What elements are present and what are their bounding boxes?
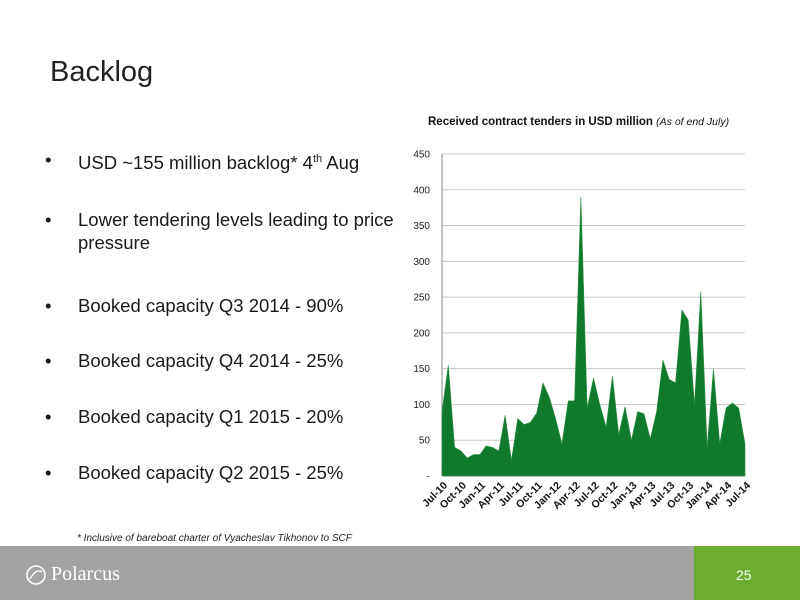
bullet-tendering: Lower tendering levels leading to price …	[45, 208, 395, 254]
bullet-backlog: USD ~155 million backlog* 4th Aug	[45, 148, 395, 174]
y-tick-label: 250	[413, 293, 430, 304]
chart-title-note: (As of end July)	[656, 116, 730, 128]
bullet-text: Booked capacity Q4 2014 - 25%	[78, 350, 344, 372]
y-tick-label: 450	[413, 150, 430, 161]
polarcus-logo: Polarcus	[25, 563, 120, 586]
bullet-q2-2015: Booked capacity Q2 2015 - 25%	[45, 461, 395, 484]
tenders-area-chart: -50100150200250300350400450Jul-10Oct-10J…	[413, 150, 753, 512]
bullet-q4-2014: Booked capacity Q4 2014 - 25%	[45, 349, 395, 372]
y-tick-label: 350	[413, 221, 430, 232]
polarcus-logo-icon	[26, 564, 46, 585]
bullet-q1-2015: Booked capacity Q1 2015 - 20%	[45, 405, 395, 428]
bullet-text: Booked capacity Q3 2014 - 90%	[78, 295, 344, 317]
logo-text: Polarcus	[51, 563, 120, 585]
footer-bar	[0, 546, 800, 600]
chart-title: Received contract tenders in USD million…	[428, 116, 729, 128]
y-tick-label: 50	[419, 436, 431, 447]
bullet-text-tail: Aug	[322, 152, 360, 174]
slide-title: Backlog	[50, 56, 154, 88]
bullet-text: Booked capacity Q1 2015 - 20%	[78, 406, 344, 428]
y-tick-label: 400	[413, 185, 430, 196]
bullet-text: Booked capacity Q2 2015 - 25%	[78, 462, 344, 484]
bullet-q3-2014: Booked capacity Q3 2014 - 90%	[45, 294, 395, 317]
bullet-text: USD ~155 million backlog* 4	[78, 152, 313, 174]
bullet-superscript: th	[312, 153, 323, 165]
y-tick-label: 100	[413, 400, 430, 411]
series-area	[441, 196, 746, 477]
y-tick-label: 150	[413, 364, 430, 375]
page-number-box	[694, 546, 800, 600]
y-tick-label: 300	[413, 257, 430, 268]
footnote: * Inclusive of bareboat charter of Vyach…	[77, 533, 352, 544]
page-number: 25	[736, 567, 752, 583]
y-tick-label: -	[427, 472, 430, 483]
chart-title-main: Received contract tenders in USD million	[428, 116, 653, 128]
bullet-list: USD ~155 million backlog* 4th Aug Lower …	[45, 148, 395, 484]
y-tick-label: 200	[413, 328, 430, 339]
bullet-text: Lower tendering levels leading to price …	[78, 209, 394, 254]
